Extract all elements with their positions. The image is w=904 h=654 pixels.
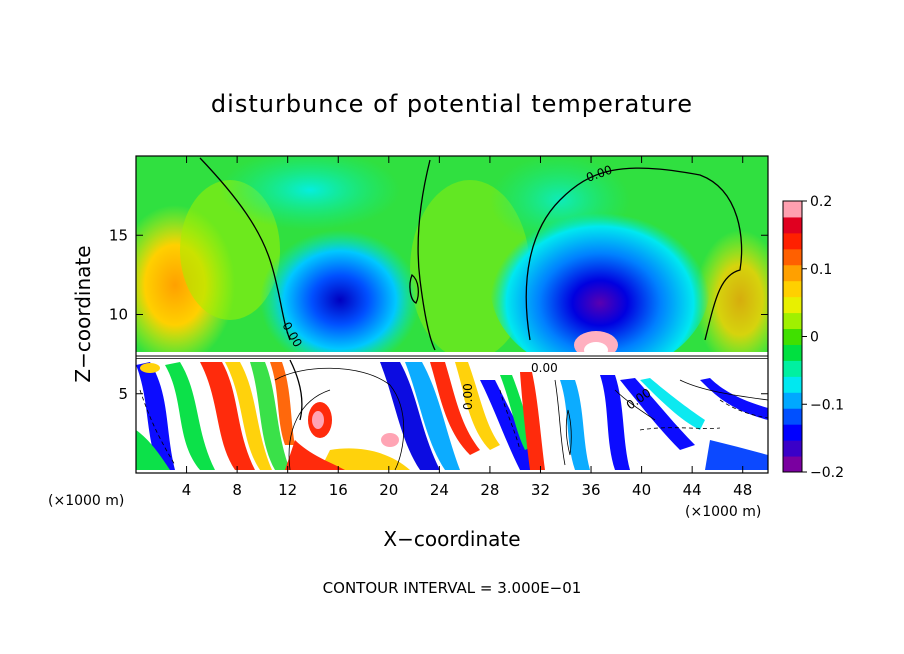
colorbar-tick-label: −0.2 <box>810 465 844 481</box>
y-tick-label: 5 <box>118 385 128 403</box>
x-tick-label: 16 <box>329 481 348 499</box>
colorbar-tick-label: 0 <box>810 330 819 346</box>
colorbar-swatch <box>783 232 802 250</box>
colorbar-swatch <box>783 392 802 409</box>
y-axis-label: Z−coordinate <box>71 245 95 382</box>
heatmap-field <box>136 156 768 473</box>
colorbar-swatch <box>783 312 802 330</box>
x-tick-label: 8 <box>232 481 242 499</box>
colorbar-swatch <box>783 376 802 393</box>
colorbar-swatch <box>783 280 802 298</box>
x-tick-label: 20 <box>379 481 398 499</box>
colorbar-swatch <box>783 360 802 377</box>
contour-interval-note: CONTOUR INTERVAL = 3.000E−01 <box>323 579 582 597</box>
colorbar-swatch <box>783 456 802 473</box>
colorbar-swatch <box>783 248 802 266</box>
x-tick-label: 48 <box>733 481 752 499</box>
y-tick-label: 15 <box>109 226 128 244</box>
chart-title: disturbunce of potential temperature <box>211 90 693 118</box>
x-tick-label: 24 <box>430 481 449 499</box>
colorbar-tick-label: −0.1 <box>810 397 844 413</box>
x-axis-label: X−coordinate <box>383 527 520 551</box>
colorbar-swatch <box>783 344 802 361</box>
x-tick-label: 4 <box>182 481 192 499</box>
colorbar-swatch <box>783 216 802 234</box>
contour-label: 0.00 <box>461 383 475 410</box>
colorbar-ticks: 0.2 0.1 0 −0.1 −0.2 <box>802 194 844 481</box>
y-tick-label: 10 <box>109 306 128 324</box>
z-axis-unit: (×1000 m) <box>685 504 761 520</box>
x-tick-label: 32 <box>531 481 550 499</box>
x-axis-unit: (×1000 m) <box>48 493 124 509</box>
x-tick-label: 36 <box>581 481 600 499</box>
colorbar-swatch <box>783 408 802 425</box>
colorbar-swatch <box>783 328 802 345</box>
x-axis: 4 8 12 16 20 24 28 32 36 40 44 48 <box>182 156 752 499</box>
x-tick-label: 44 <box>683 481 702 499</box>
x-tick-label: 40 <box>632 481 651 499</box>
x-tick-label: 12 <box>278 481 297 499</box>
colorbar-swatch <box>783 264 802 282</box>
contour-label: 0.00 <box>531 361 558 375</box>
colorbar-tick-label: 0.1 <box>810 262 832 278</box>
colorbar-tick-label: 0.2 <box>810 194 832 210</box>
y-axis: 5 10 15 <box>109 226 768 403</box>
colorbar-swatch <box>783 201 802 218</box>
colorbar <box>783 201 802 473</box>
colorbar-swatch <box>783 296 802 314</box>
colorbar-swatch <box>783 424 802 441</box>
x-tick-label: 28 <box>480 481 499 499</box>
colorbar-swatch <box>783 440 802 457</box>
